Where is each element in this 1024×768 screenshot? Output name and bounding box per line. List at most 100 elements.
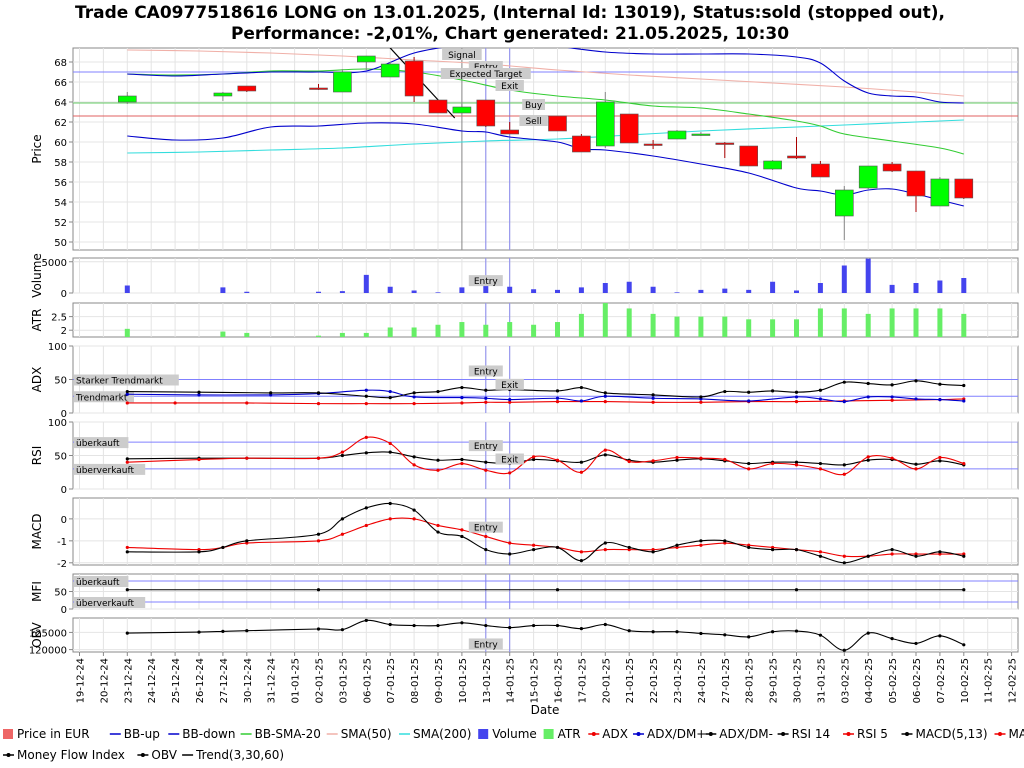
mfi-line-point	[794, 588, 799, 592]
atr-bar	[722, 316, 728, 337]
price-ytick-label: 58	[54, 158, 67, 169]
x-tick-label: 07-02-25	[936, 658, 947, 703]
legend-label: Trend(3,30,60)	[195, 748, 284, 762]
volume-bar	[865, 258, 871, 293]
candle-body	[118, 95, 137, 103]
mfi-hline-label: überkauft	[76, 578, 120, 588]
atr-bar	[817, 308, 823, 337]
macd-signal-line-point	[890, 552, 894, 556]
legend-label: SMA(50)	[341, 727, 392, 741]
dmminus-line-point	[890, 383, 894, 387]
legend-label: OBV	[151, 748, 177, 762]
obv-line-point	[794, 629, 799, 633]
adx-line-point	[460, 401, 464, 405]
volume-bar	[578, 287, 584, 293]
volume-bar	[387, 286, 393, 293]
candle-body	[213, 92, 233, 97]
legend-label: Price in EUR	[17, 727, 90, 741]
obv-line-point	[651, 630, 655, 634]
candle-body	[643, 143, 663, 146]
bb-down-line	[127, 122, 964, 207]
x-tick-label: 26-12-24	[195, 658, 206, 703]
legend-swatch-dot	[591, 732, 596, 736]
x-tick-label: 23-01-25	[673, 658, 684, 703]
obv-ytick-label: 125000	[29, 628, 67, 639]
x-tick-label: 20-12-24	[99, 658, 110, 703]
rsi5-line-point	[412, 463, 416, 467]
macd-line-point	[675, 543, 679, 547]
atr-bar	[435, 324, 441, 337]
x-tick-label: 06-01-25	[362, 658, 373, 703]
dmminus-line-point	[818, 388, 823, 392]
adx-line-point	[794, 400, 799, 404]
x-tick-label: 10-02-25	[960, 658, 971, 703]
macd-line-point	[125, 550, 129, 554]
obv-line-point	[699, 631, 703, 636]
adx-line-point	[699, 400, 703, 404]
legend-label: ADX/DM+	[647, 727, 706, 741]
macd-signal-line-point	[316, 539, 321, 543]
rsi5-line-point	[484, 468, 488, 472]
x-tick-label: 31-12-24	[267, 658, 278, 703]
rsi5-line-point	[316, 456, 321, 460]
rsi14-line-point	[532, 457, 536, 462]
adx-line-point	[603, 400, 607, 404]
adx-line-point	[412, 402, 416, 406]
dmplus-line-point	[818, 397, 823, 401]
macd-line-point	[245, 539, 249, 543]
rsi5-line-point	[603, 448, 607, 452]
volume-ylabel: Volume	[30, 253, 44, 298]
legend-swatch	[478, 729, 489, 739]
dmplus-line-point	[484, 396, 488, 400]
macd-line-point	[436, 530, 440, 534]
x-tick-label: 06-02-25	[912, 658, 923, 703]
adx-line-point	[651, 400, 655, 404]
macd-signal-line-point	[603, 548, 607, 552]
rsi-annotation: Entry	[474, 442, 499, 452]
atr-frame	[72, 302, 1019, 338]
dmminus-line-point	[436, 389, 440, 394]
mfi-panel: 0 50 MFI überkauft überverkauft	[30, 573, 1019, 616]
sma50-line	[127, 49, 964, 97]
dmminus-line-point	[866, 381, 870, 386]
legend-swatch	[3, 729, 13, 739]
atr-bar	[483, 324, 489, 337]
obv-line-point	[866, 631, 870, 635]
rsi14-line-point	[747, 461, 751, 466]
candle-body	[595, 101, 615, 147]
obv-line-point	[388, 622, 392, 627]
adx-line-point	[484, 400, 488, 404]
x-tick-label: 16-01-25	[554, 658, 565, 703]
atr-bar	[841, 308, 847, 337]
legend-swatch-dot	[708, 732, 713, 736]
price-annotation: Sell	[525, 117, 541, 127]
dmminus-line-point	[794, 390, 799, 394]
macd-ytick-label: -1	[57, 537, 67, 548]
x-tick-label: 22-01-25	[649, 658, 660, 703]
rsi5-line-point	[627, 459, 631, 464]
obv-line-point	[532, 623, 536, 628]
mfi-line-point	[125, 588, 129, 592]
rsi5-line-point	[866, 455, 870, 459]
price-annotation: Signal	[448, 51, 476, 61]
volume-frame	[72, 257, 1019, 294]
rsi5-line-point	[388, 441, 392, 446]
x-tick-label: 14-01-25	[506, 658, 517, 703]
macd-ylabel: MACD	[30, 514, 44, 550]
dmminus-line-point	[412, 391, 416, 395]
macd-signal-line-point	[364, 523, 368, 528]
rsi5-line-point	[771, 461, 775, 466]
x-tick-label: 08-01-25	[410, 658, 421, 703]
volume-bar	[531, 289, 537, 293]
rsi-annotation-bg	[468, 440, 503, 452]
macd-line-point	[508, 552, 512, 556]
legend-label: BB-SMA-20	[255, 727, 321, 741]
x-tick-label: 19-12-24	[76, 658, 87, 703]
dmminus-line-point	[579, 385, 584, 390]
volume-bar	[483, 284, 489, 293]
adx-ylabel: ADX	[30, 367, 44, 393]
x-tick-label: 30-01-25	[793, 658, 804, 703]
candle-body	[500, 129, 520, 135]
rsi14-line-point	[364, 451, 368, 455]
x-tick-label: 07-01-25	[386, 658, 397, 703]
